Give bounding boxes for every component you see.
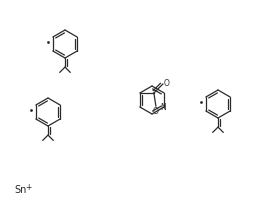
Text: Sn: Sn — [14, 185, 26, 195]
Text: ⁻: ⁻ — [159, 107, 163, 113]
Text: +: + — [25, 183, 31, 191]
Text: O: O — [153, 107, 159, 116]
Text: O: O — [163, 80, 169, 88]
Text: N: N — [160, 103, 166, 113]
